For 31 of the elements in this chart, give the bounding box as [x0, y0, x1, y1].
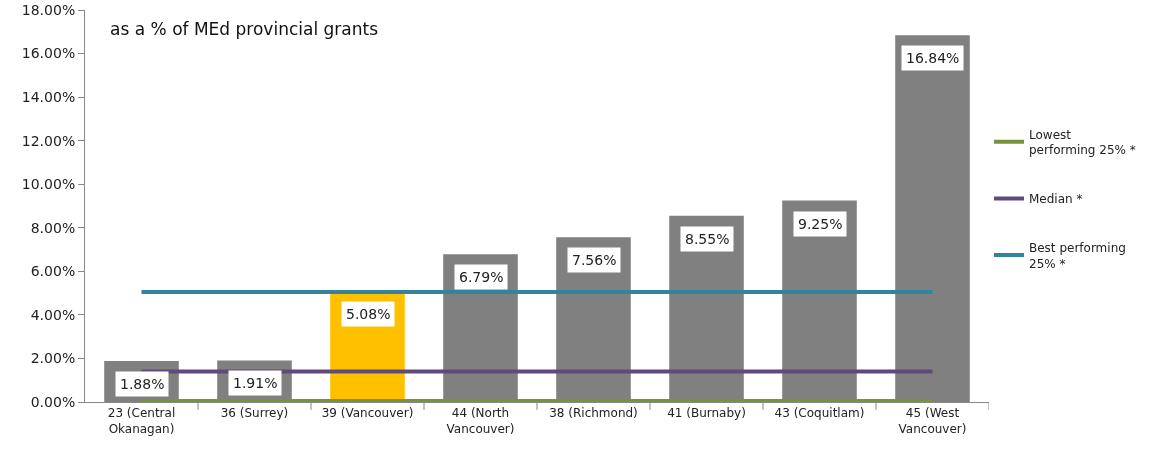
x-tick-label: 43 (Coquitlam) [774, 406, 865, 421]
data-label: 16.84% [906, 50, 960, 66]
bar [782, 200, 857, 402]
data-label: 1.91% [233, 375, 278, 391]
x-tick-label: 41 (Burnaby) [667, 406, 746, 421]
data-label: 5.08% [346, 306, 391, 322]
legend-label: Median * [1029, 192, 1083, 207]
y-tick-label: 0.00% [30, 393, 76, 410]
legend-label: Best performing 25% * [1029, 240, 1126, 271]
legend-label: Lowest performing 25% * [1029, 127, 1136, 158]
data-label: 8.55% [685, 231, 730, 247]
y-tick-label: 14.00% [21, 89, 76, 106]
x-tick-label: 45 (West Vancouver) [898, 406, 967, 436]
y-tick-label: 6.00% [30, 263, 76, 280]
data-label: 9.25% [798, 216, 843, 232]
y-tick-label: 16.00% [21, 45, 76, 62]
y-tick-label: 2.00% [30, 350, 76, 367]
y-tick-label: 8.00% [30, 219, 76, 236]
data-label: 1.88% [120, 376, 165, 392]
y-tick-label: 10.00% [21, 176, 76, 193]
x-tick-label: 39 (Vancouver) [321, 406, 414, 421]
text: as a % of MEd provincial grants [110, 18, 379, 39]
x-tick-label: 36 (Surrey) [220, 406, 289, 421]
y-tick-label: 18.00% [21, 1, 76, 18]
x-tick-label: 23 (Central Okanagan) [107, 406, 176, 436]
x-tick-label: 38 (Richmond) [549, 406, 638, 421]
data-label: 6.79% [459, 269, 504, 285]
y-tick-label: 12.00% [21, 132, 76, 149]
y-tick-label: 4.00% [30, 306, 76, 323]
x-tick-label: 44 (North Vancouver) [446, 406, 515, 436]
data-label: 7.56% [572, 252, 617, 268]
